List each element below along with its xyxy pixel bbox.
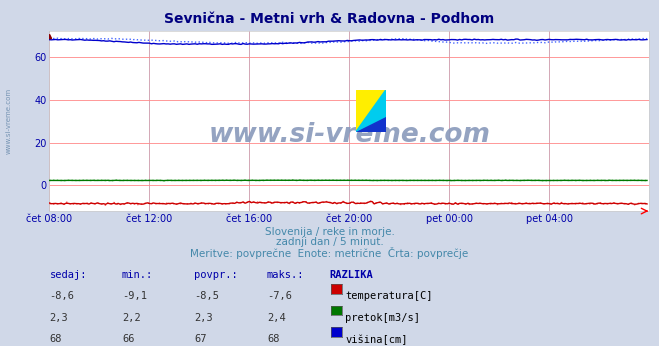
Text: 2,2: 2,2 xyxy=(122,313,140,323)
Text: www.si-vreme.com: www.si-vreme.com xyxy=(5,88,12,154)
Text: temperatura[C]: temperatura[C] xyxy=(345,291,433,301)
Text: maks.:: maks.: xyxy=(267,270,304,280)
Text: min.:: min.: xyxy=(122,270,153,280)
Text: povpr.:: povpr.: xyxy=(194,270,238,280)
Text: pretok[m3/s]: pretok[m3/s] xyxy=(345,313,420,323)
Text: višina[cm]: višina[cm] xyxy=(345,334,408,345)
Text: 68: 68 xyxy=(49,334,62,344)
Text: -8,6: -8,6 xyxy=(49,291,74,301)
Text: Meritve: povprečne  Enote: metrične  Črta: povprečje: Meritve: povprečne Enote: metrične Črta:… xyxy=(190,247,469,260)
Text: 2,3: 2,3 xyxy=(194,313,213,323)
Text: 68: 68 xyxy=(267,334,279,344)
Text: -7,6: -7,6 xyxy=(267,291,292,301)
Polygon shape xyxy=(356,117,386,132)
Text: 2,3: 2,3 xyxy=(49,313,68,323)
Text: RAZLIKA: RAZLIKA xyxy=(330,270,373,280)
Text: 67: 67 xyxy=(194,334,207,344)
Text: Sevnična - Metni vrh & Radovna - Podhom: Sevnična - Metni vrh & Radovna - Podhom xyxy=(164,12,495,26)
Text: 2,4: 2,4 xyxy=(267,313,285,323)
Polygon shape xyxy=(356,90,386,132)
Text: www.si-vreme.com: www.si-vreme.com xyxy=(208,122,490,148)
Text: Slovenija / reke in morje.: Slovenija / reke in morje. xyxy=(264,227,395,237)
Text: sedaj:: sedaj: xyxy=(49,270,87,280)
Text: zadnji dan / 5 minut.: zadnji dan / 5 minut. xyxy=(275,237,384,247)
Text: 66: 66 xyxy=(122,334,134,344)
Text: -9,1: -9,1 xyxy=(122,291,147,301)
Polygon shape xyxy=(356,90,386,132)
Text: -8,5: -8,5 xyxy=(194,291,219,301)
